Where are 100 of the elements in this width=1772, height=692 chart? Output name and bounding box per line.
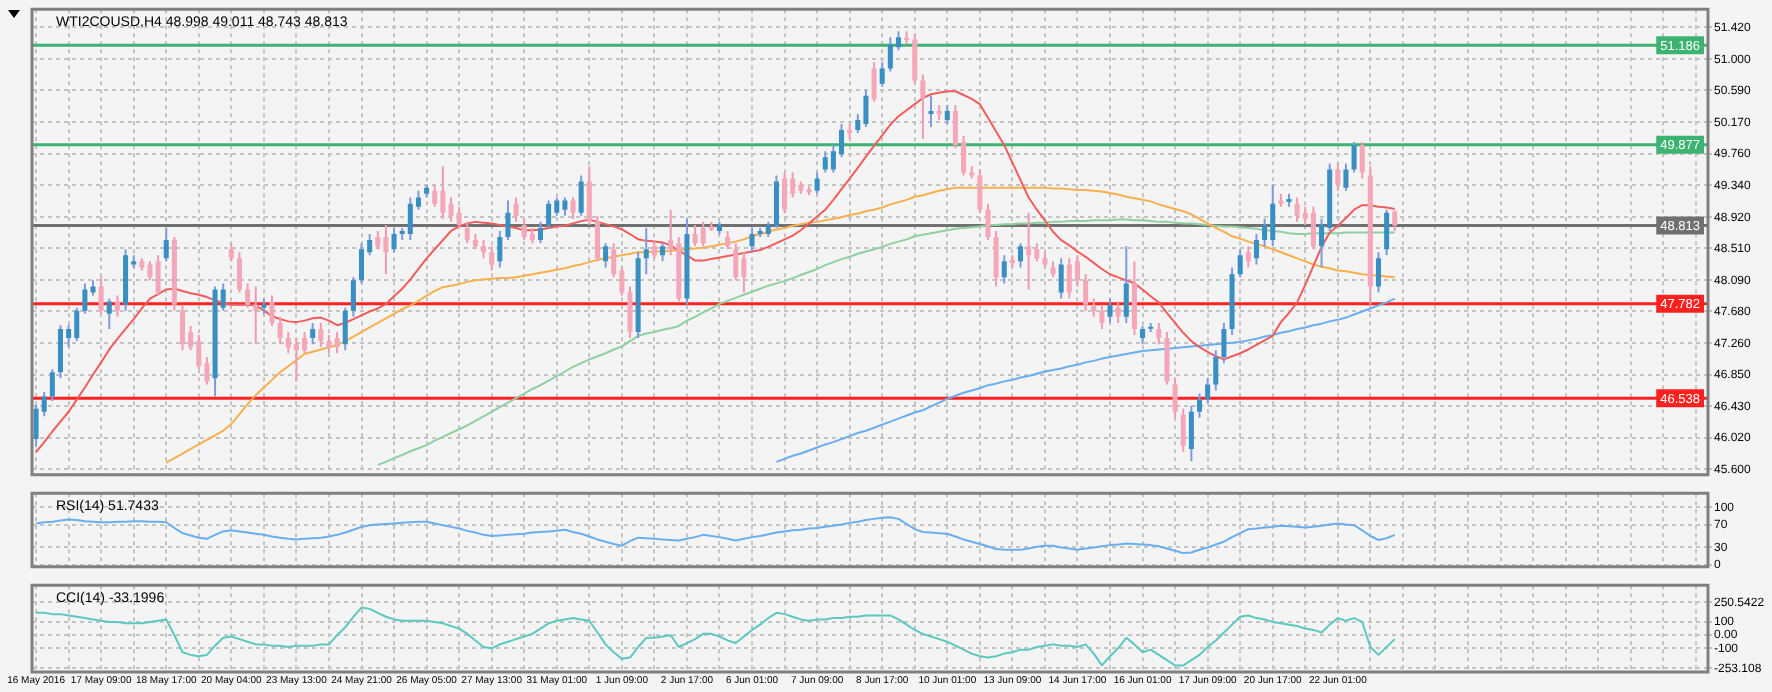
- candlestick: [1310, 205, 1316, 251]
- candlestick: [1375, 251, 1382, 294]
- candlestick: [98, 276, 104, 315]
- candlestick: [326, 334, 332, 355]
- candlestick: [448, 196, 454, 223]
- candlestick: [481, 239, 487, 260]
- candlestick: [228, 242, 234, 263]
- candlestick: [733, 242, 739, 282]
- candlestick: [310, 321, 316, 346]
- candlestick: [1156, 321, 1162, 346]
- candlestick: [74, 306, 80, 343]
- candlestick: [456, 205, 462, 229]
- candlestick: [1107, 297, 1113, 324]
- candlestick: [350, 276, 356, 318]
- candlestick: [375, 229, 381, 251]
- candlestick: [871, 61, 877, 103]
- candlestick: [537, 220, 544, 245]
- candlestick: [147, 260, 153, 282]
- candlestick: [489, 245, 495, 272]
- candlestick: [57, 324, 63, 380]
- candlestick: [1099, 303, 1105, 330]
- candlestick: [1091, 297, 1097, 318]
- candlestick: [586, 165, 592, 226]
- candlestick: [432, 183, 438, 208]
- candlestick: [749, 226, 755, 254]
- candlestick: [505, 199, 511, 242]
- candlestick: [887, 36, 893, 73]
- candlestick: [163, 226, 169, 263]
- candlestick: [1196, 392, 1203, 419]
- candlestick: [358, 242, 365, 285]
- candlestick: [1172, 377, 1178, 419]
- candlestick: [1115, 300, 1121, 324]
- candlestick: [546, 199, 552, 229]
- candlestick: [912, 33, 918, 85]
- candlestick: [1066, 257, 1072, 300]
- candlestick: [1343, 162, 1349, 192]
- candlestick: [1140, 324, 1146, 346]
- candlestick: [342, 306, 348, 352]
- candlestick: [562, 196, 568, 217]
- candlestick: [1253, 233, 1259, 266]
- candlestick: [106, 297, 112, 330]
- candlestick: [554, 196, 560, 217]
- candlestick: [497, 229, 503, 269]
- candlestick: [1074, 254, 1080, 288]
- candlestick: [236, 251, 242, 294]
- candlestick: [521, 217, 527, 242]
- candlestick: [391, 226, 397, 254]
- candlestick: [1026, 211, 1032, 291]
- candlestick: [773, 174, 779, 229]
- candlestick: [407, 196, 413, 242]
- candlestick: [513, 196, 519, 223]
- candlestick: [879, 61, 885, 88]
- candlestick: [1083, 273, 1089, 312]
- candlestick: [627, 285, 633, 340]
- candlestick: [741, 251, 747, 294]
- candlestick: [1058, 257, 1064, 300]
- candlestick: [1131, 260, 1137, 337]
- candlestick: [1180, 407, 1186, 454]
- candlestick: [725, 229, 731, 251]
- candlestick: [1164, 331, 1170, 386]
- candlestick: [253, 285, 259, 346]
- candlestick: [1188, 404, 1194, 463]
- candlestick: [928, 94, 934, 128]
- candlestick: [179, 303, 186, 352]
- candlestick: [334, 331, 340, 355]
- candlestick: [944, 103, 950, 125]
- candlestick: [114, 294, 120, 318]
- candlestick: [82, 282, 88, 315]
- candlestick: [660, 242, 666, 263]
- candlestick: [1221, 321, 1227, 365]
- candlestick: [464, 220, 470, 245]
- candlestick: [1245, 245, 1251, 269]
- candlestick: [643, 226, 649, 276]
- candlestick: [49, 368, 55, 403]
- candlestick: [1123, 245, 1129, 324]
- candlestick: [700, 220, 706, 248]
- candlestick: [603, 242, 609, 269]
- candlestick: [578, 174, 584, 217]
- candlestick: [383, 223, 389, 276]
- candlestick: [1017, 242, 1024, 269]
- candlestick: [302, 331, 308, 355]
- candlestick: [651, 239, 657, 260]
- candlestick: [285, 331, 291, 355]
- candlestick: [1392, 209, 1398, 232]
- candlestick: [822, 150, 828, 174]
- candlestick: [692, 223, 698, 248]
- candlestick: [920, 73, 926, 141]
- candlestick: [293, 337, 299, 383]
- candlestick: [570, 196, 576, 220]
- candlestick: [1359, 141, 1365, 180]
- candlestick: [594, 214, 600, 263]
- candlestick: [814, 171, 820, 195]
- candlestick: [993, 229, 999, 288]
- candlestick: [1205, 377, 1211, 404]
- candlestick: [1237, 248, 1243, 279]
- candlestick: [33, 403, 39, 448]
- candlestick: [1034, 242, 1040, 263]
- candlestick: [1213, 349, 1219, 392]
- candlestick: [155, 254, 161, 297]
- candlestick: [318, 321, 324, 349]
